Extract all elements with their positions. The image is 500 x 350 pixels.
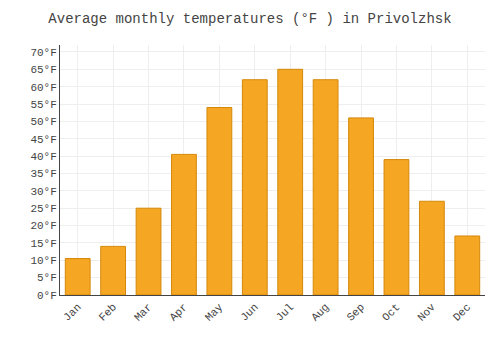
svg-text:60°F: 60°F <box>30 82 56 94</box>
svg-text:25°F: 25°F <box>30 203 56 215</box>
svg-text:15°F: 15°F <box>30 238 56 250</box>
svg-text:20°F: 20°F <box>30 220 56 232</box>
svg-text:Feb: Feb <box>97 301 119 323</box>
svg-text:Jul: Jul <box>274 301 296 323</box>
svg-text:55°F: 55°F <box>30 99 56 111</box>
svg-text:Apr: Apr <box>167 301 189 323</box>
svg-text:Nov: Nov <box>415 301 438 324</box>
svg-text:45°F: 45°F <box>30 134 56 146</box>
svg-text:40°F: 40°F <box>30 151 56 163</box>
svg-text:Aug: Aug <box>309 301 331 323</box>
svg-text:Average monthly temperatures (: Average monthly temperatures (°F ) in Pr… <box>48 11 451 27</box>
svg-text:65°F: 65°F <box>30 64 56 76</box>
svg-text:Dec: Dec <box>451 301 473 323</box>
svg-text:30°F: 30°F <box>30 186 56 198</box>
svg-text:0°F: 0°F <box>37 290 57 302</box>
svg-text:70°F: 70°F <box>30 47 56 59</box>
svg-text:Jan: Jan <box>61 301 83 323</box>
svg-text:5°F: 5°F <box>37 272 57 284</box>
svg-text:Jun: Jun <box>238 301 260 323</box>
svg-text:10°F: 10°F <box>30 255 56 267</box>
svg-text:Mar: Mar <box>132 301 154 323</box>
svg-text:May: May <box>203 301 226 324</box>
svg-text:Oct: Oct <box>380 301 402 323</box>
svg-text:35°F: 35°F <box>30 168 56 180</box>
svg-text:Sep: Sep <box>345 301 367 323</box>
svg-text:50°F: 50°F <box>30 116 56 128</box>
